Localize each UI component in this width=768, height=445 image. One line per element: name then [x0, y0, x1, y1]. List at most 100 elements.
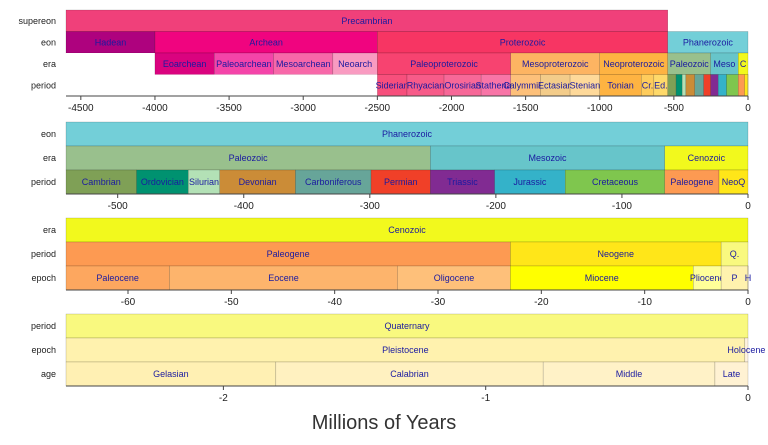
x-tick-label: -500 [664, 103, 684, 114]
row-label: epoch [31, 273, 56, 283]
segment-label: Late [723, 369, 741, 379]
segment-label: Phanerozoic [683, 37, 734, 47]
segment-label: Paleocene [96, 273, 139, 283]
x-tick-label: -10 [637, 297, 652, 308]
segment-bar [694, 74, 704, 97]
x-tick-label: -4500 [68, 103, 94, 114]
segment-label: Mesoproterozoic [522, 59, 589, 69]
segment-label: Neoarch [338, 59, 372, 69]
x-tick-label: -1 [481, 393, 490, 404]
x-tick-label: 0 [745, 103, 751, 114]
segment-label: Silurian [189, 177, 219, 187]
row-label: era [43, 153, 56, 163]
segment-label: Pleistocene [382, 345, 429, 355]
segment-bar [370, 169, 431, 195]
segment-bar [295, 169, 372, 195]
segment-bar [65, 337, 746, 363]
x-tick-label: -50 [224, 297, 239, 308]
segment-label: Mesozoic [529, 153, 568, 163]
segment-bar [66, 74, 378, 96]
x-tick-label: -1500 [513, 103, 539, 114]
segment-label: Ectasian [538, 80, 573, 90]
segment-label: Neogene [597, 249, 634, 259]
segment-label: H [745, 273, 752, 283]
segment-label: Paleogene [267, 249, 310, 259]
segment-label: Calabrian [390, 369, 429, 379]
segment-label: Archean [249, 37, 283, 47]
x-tick-label: -30 [431, 297, 446, 308]
x-tick-label: -1000 [587, 103, 613, 114]
segment-label: Cenozoic [688, 153, 726, 163]
x-tick-label: -2000 [439, 103, 465, 114]
row-label: period [31, 80, 56, 90]
segment-label: Paleozoic [229, 153, 269, 163]
x-tick-label: -60 [121, 297, 136, 308]
segment-bar [726, 74, 739, 97]
segment-label: Paleozoic [670, 59, 710, 69]
row-label: era [43, 225, 56, 235]
segment-label: C [740, 59, 747, 69]
segment-bar [720, 265, 749, 291]
segment-label: Rhyacian [407, 80, 445, 90]
segment-label: Ed. [654, 80, 668, 90]
segment-label: Neoproterozoic [603, 59, 665, 69]
x-axis-label: Millions of Years [311, 412, 457, 434]
segment-label: Proterozoic [500, 37, 546, 47]
segment-bar [681, 74, 687, 97]
x-tick-label: -4000 [142, 103, 168, 114]
segment-label: Jurassic [513, 177, 547, 187]
x-tick-label: 0 [745, 201, 751, 212]
segment-bar [703, 74, 711, 97]
segment-bar [510, 265, 694, 291]
x-tick-label: -3000 [290, 103, 316, 114]
row-label: eon [41, 129, 56, 139]
segment-label: Eocene [268, 273, 299, 283]
segment-label: P [731, 273, 737, 283]
segment-label: Statherian [475, 80, 516, 90]
segment-label: Calymmian [503, 80, 548, 90]
segment-label: Cenozoic [388, 225, 426, 235]
x-tick-label: -3500 [216, 103, 242, 114]
segment-label: Triassic [447, 177, 478, 187]
x-tick-label: -300 [360, 201, 380, 212]
segment-bar [65, 265, 170, 291]
segment-label: Ordovician [141, 177, 184, 187]
segment-bar [65, 241, 511, 267]
segment-bar [738, 74, 745, 97]
segment-label: Gelasian [153, 369, 189, 379]
x-tick-label: -40 [327, 297, 342, 308]
segment-label: Miocene [585, 273, 619, 283]
segment-bar [542, 361, 716, 387]
row-label: period [31, 177, 56, 187]
segment-label: NeoQ [722, 177, 746, 187]
segment-bar [494, 169, 566, 195]
segment-label: Cr. [642, 80, 654, 90]
segment-bar [65, 121, 749, 147]
segment-bar [169, 265, 398, 291]
row-label: era [43, 59, 56, 69]
x-tick-label: -100 [612, 201, 632, 212]
segment-bar [720, 241, 749, 267]
segment-bar [667, 74, 677, 97]
x-tick-label: -400 [234, 201, 254, 212]
segment-label: Mesoarchean [276, 59, 331, 69]
segment-label: Siderian [376, 80, 409, 90]
segment-bar [66, 53, 155, 75]
segment-bar [397, 265, 511, 291]
segment-label: Pliocene [690, 273, 725, 283]
segment-bar [565, 169, 665, 195]
x-tick-label: -500 [108, 201, 128, 212]
segment-label: Paleoproterozoic [410, 59, 478, 69]
x-tick-label: -2 [219, 393, 228, 404]
segment-label: Eoarchean [163, 59, 207, 69]
segment-label: Devonian [239, 177, 277, 187]
segment-bar [744, 74, 748, 97]
segment-label: Stenian [570, 80, 601, 90]
segment-label: Paleoarchean [216, 59, 272, 69]
row-label: epoch [31, 345, 56, 355]
segment-bar [510, 241, 722, 267]
row-label: period [31, 249, 56, 259]
segment-bar [188, 169, 220, 195]
x-tick-label: 0 [745, 297, 751, 308]
